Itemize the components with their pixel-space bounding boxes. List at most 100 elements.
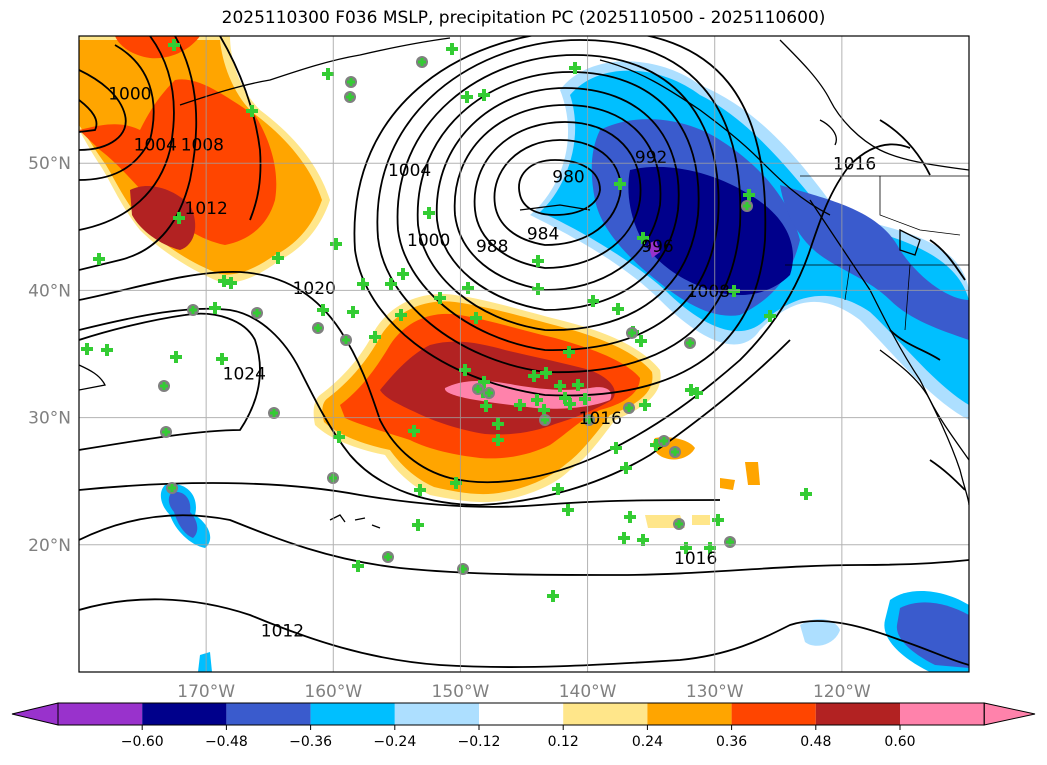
isobar-label: 1000 [108, 85, 151, 105]
colorbar-tick-label: 0.36 [716, 734, 747, 750]
isobar-label: 980 [552, 167, 584, 187]
station-plus-marker [610, 442, 622, 454]
station-plus-marker [531, 394, 543, 406]
station-plus-marker [587, 295, 599, 307]
station-circle-marker [344, 91, 356, 103]
station-plus-marker [246, 105, 258, 117]
station-plus-marker [532, 283, 544, 295]
coastlines [79, 37, 969, 529]
station-circle-marker [457, 563, 469, 575]
station-plus-marker [385, 278, 397, 290]
longitude-tick-label: 150°W [432, 682, 490, 702]
station-circle-marker [483, 387, 495, 399]
station-plus-marker [532, 255, 544, 267]
station-plus-marker [564, 398, 576, 410]
isobar-label: 1016 [674, 549, 717, 569]
station-plus-marker [478, 89, 490, 101]
colorbar-tick-label: −0.48 [205, 734, 248, 750]
station-circle-marker [673, 518, 685, 530]
isobar-label: 1020 [293, 279, 336, 299]
station-plus-marker [330, 238, 342, 250]
station-plus-marker [168, 39, 180, 51]
latitude-tick-label: 30°N [28, 409, 71, 429]
colorbar-segment [731, 703, 816, 725]
station-circle-marker [626, 327, 638, 339]
station-plus-marker [459, 364, 471, 376]
station-plus-marker [492, 434, 504, 446]
colorbar-tick-label: −0.24 [373, 734, 416, 750]
map-gridlines [79, 36, 969, 672]
colorbar-segment [815, 703, 900, 725]
positive-precip-region-northwest [79, 36, 330, 283]
station-plus-marker [691, 387, 703, 399]
station-plus-marker [397, 268, 409, 280]
longitude-tick-label: 120°W [813, 682, 871, 702]
station-plus-marker [461, 91, 473, 103]
station-circle-marker [251, 307, 263, 319]
station-circle-marker [160, 426, 172, 438]
station-plus-marker [579, 393, 591, 405]
station-plus-marker [637, 534, 649, 546]
colorbar-outline [57, 702, 985, 726]
political-borders [785, 175, 969, 331]
colorbar-tick-label: 0.60 [884, 734, 915, 750]
station-plus-marker [637, 232, 649, 244]
station-plus-marker [408, 425, 420, 437]
station-plus-marker [563, 346, 575, 358]
station-plus-marker [650, 439, 662, 451]
colorbar-extend-max [983, 702, 1036, 726]
station-plus-marker [554, 380, 566, 392]
isobar-label: 1008 [687, 282, 730, 302]
station-circle-marker [623, 402, 635, 414]
isobar-label: 992 [635, 148, 667, 168]
station-plus-marker [612, 303, 624, 315]
station-plus-marker [216, 353, 228, 365]
station-plus-marker [704, 542, 716, 554]
station-plus-marker [352, 560, 364, 572]
colorbar-extend-min [11, 702, 59, 726]
isobar-label: 996 [641, 237, 673, 257]
station-circle-marker [166, 482, 178, 494]
station-plus-marker [639, 399, 651, 411]
station-plus-marker [540, 367, 552, 379]
station-circle-marker [382, 551, 394, 563]
station-circle-marker [741, 200, 753, 212]
station-plus-marker [764, 310, 776, 322]
station-plus-marker [680, 542, 692, 554]
station-circle-marker [658, 435, 670, 447]
station-circle-marker [669, 446, 681, 458]
colorbar-segment [394, 703, 479, 725]
station-circle-marker [583, 414, 595, 426]
colorbar-segment [310, 703, 395, 725]
station-plus-marker [347, 306, 359, 318]
station-plus-marker [712, 514, 724, 526]
isobar-label: 1012 [261, 621, 304, 641]
station-circle-marker [684, 337, 696, 349]
station-plus-marker [569, 62, 581, 74]
isobar-label: 988 [476, 237, 508, 257]
station-plus-marker [572, 379, 584, 391]
colorbar-segment [563, 703, 648, 725]
station-circle-marker [724, 536, 736, 548]
colorbar-tick-label: 0.48 [800, 734, 831, 750]
station-plus-marker [414, 484, 426, 496]
longitude-tick-label: 160°W [304, 682, 362, 702]
colorbar-tick-label: −0.60 [121, 734, 164, 750]
colorbar-tick-label: −0.36 [289, 734, 332, 750]
station-plus-marker [685, 384, 697, 396]
station-plus-marker [333, 431, 345, 443]
station-plus-marker [528, 370, 540, 382]
colorbar-segment [479, 703, 564, 725]
station-plus-marker [173, 212, 185, 224]
negative-precip-region-northeast [530, 61, 969, 420]
station-plus-marker [620, 462, 632, 474]
station-plus-marker [462, 282, 474, 294]
colorbar-tick-label: −0.12 [458, 734, 501, 750]
latitude-labels: 20°N 30°N 40°N 50°N [28, 154, 71, 556]
station-plus-marker [492, 418, 504, 430]
isobar-label: 1004 [134, 135, 177, 155]
colorbar-segment [58, 703, 143, 725]
station-plus-marker [559, 392, 571, 404]
station-plus-marker [357, 278, 369, 290]
